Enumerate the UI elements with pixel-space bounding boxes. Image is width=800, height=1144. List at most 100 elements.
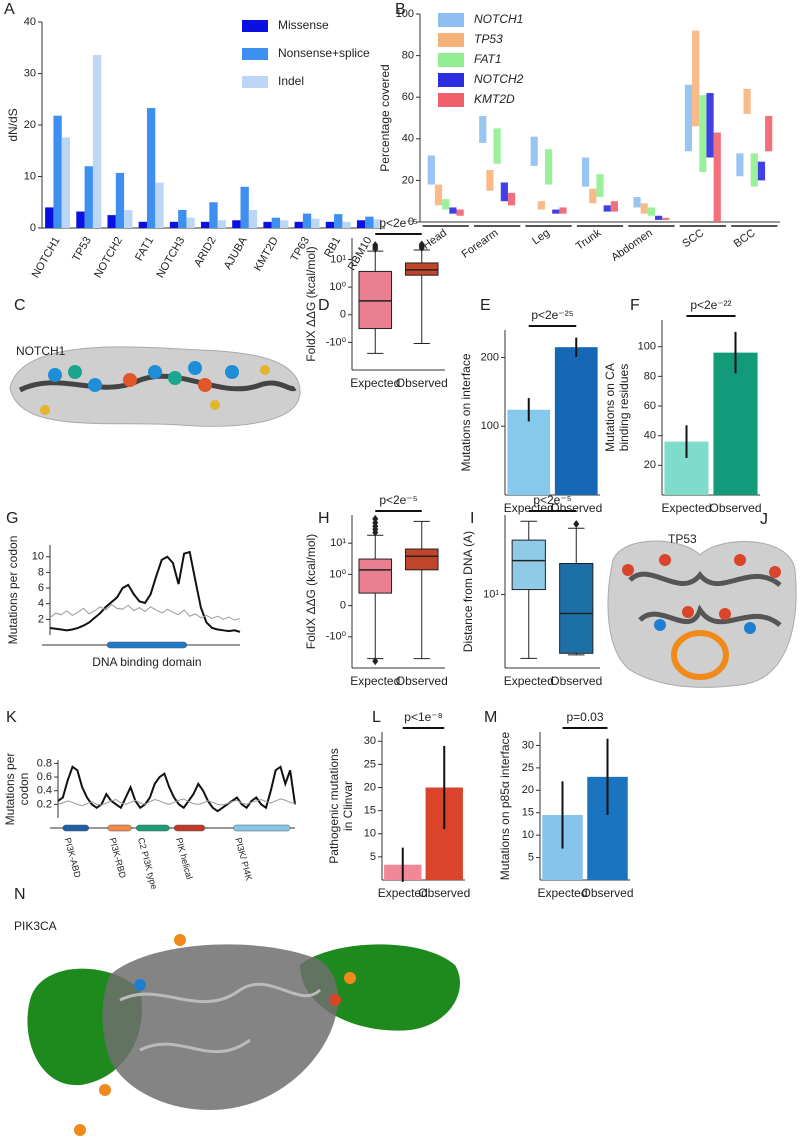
y-tick-label: 0.4 (37, 785, 52, 797)
structure-label: NOTCH1 (16, 344, 66, 358)
y-tick-label: 10¹ (483, 589, 499, 601)
backbone (119, 982, 322, 1054)
y-tick-label: 20 (24, 119, 36, 131)
panel-label: L (372, 709, 381, 726)
range-bar (736, 153, 744, 177)
domain-label: PI3K-ABD (63, 837, 83, 880)
bar (334, 214, 343, 228)
y-tick-label: 30 (24, 67, 36, 79)
x-tick-label: Expected (537, 886, 587, 900)
bar (302, 213, 312, 228)
legend-swatch (438, 53, 464, 67)
x-tick-label: Expected (378, 886, 428, 900)
y-tick-label: 15 (364, 805, 376, 817)
x-tick-label: Expected (661, 501, 711, 515)
residue (74, 1124, 86, 1136)
bar (107, 215, 116, 228)
y-tick-label: 100 (396, 8, 414, 20)
bar (271, 217, 281, 228)
range-bar (493, 128, 501, 164)
bar (92, 54, 102, 229)
legend-label: TP53 (474, 32, 503, 46)
flier (372, 514, 379, 523)
legend-label: FAT1 (474, 52, 502, 66)
y-axis-label: in Clinvar (341, 781, 355, 831)
panel-label: I (470, 510, 474, 527)
legend-swatch (242, 76, 268, 88)
annotation: p=0.03 (566, 710, 603, 724)
range-bar (449, 207, 457, 214)
range-bar (713, 132, 721, 222)
box (358, 558, 393, 594)
y-axis-label: Percentage covered (378, 64, 392, 171)
range-bar (750, 153, 758, 187)
y-tick-label: 60 (644, 400, 656, 412)
calcium (210, 400, 220, 410)
bar (554, 347, 598, 495)
y-axis-label: FoldX ΔΔG (kcal/mol) (304, 246, 318, 361)
residue (48, 368, 62, 382)
x-tick-label: Leg (530, 227, 552, 247)
y-tick-label: 20 (364, 781, 376, 793)
legend-swatch (242, 20, 268, 32)
residue (123, 373, 137, 387)
residue (198, 378, 212, 392)
range-bar (655, 215, 663, 220)
structure-tp53: J TP53 (607, 511, 797, 688)
range-bar (596, 174, 604, 198)
x-tick-label: Observed (418, 886, 470, 900)
range-bar (757, 161, 766, 181)
y-tick-label: 30 (522, 739, 534, 751)
panel-label: H (318, 510, 330, 527)
bar (146, 108, 156, 228)
residue (622, 564, 634, 576)
annotation: p<2e⁻²² (690, 298, 731, 312)
y-tick-label: 20 (522, 784, 534, 796)
y-tick-label: 10 (522, 829, 534, 841)
domain-label: C2 PI3K type (136, 837, 159, 891)
flier (372, 241, 379, 250)
box (404, 548, 439, 571)
x-tick-label: Observed (709, 501, 761, 515)
y-axis-label: Pathogenic mutations (327, 748, 341, 863)
y-tick-label: 20 (402, 174, 414, 186)
x-tick-label: Trunk (574, 227, 604, 253)
bar (84, 166, 93, 228)
calcium (260, 365, 270, 375)
residue (654, 619, 666, 631)
legend-swatch (242, 48, 268, 60)
residue (134, 979, 146, 991)
y-tick-label: 0 (408, 216, 414, 228)
x-tick-label: RBM10 (346, 235, 375, 273)
legend-label: Nonsense+splice (278, 46, 370, 60)
bar (76, 211, 85, 228)
x-tick-label: KMT2D (252, 235, 281, 273)
line (57, 765, 296, 813)
bar (294, 221, 303, 228)
domain (135, 824, 170, 832)
structure-pik3ca: N PIK3CA (14, 886, 460, 1136)
domain-label: PIK helical (174, 837, 195, 881)
y-tick-label: 10 (32, 551, 44, 563)
line (57, 798, 296, 807)
legend-swatch (438, 73, 464, 87)
panel-label: A (4, 1, 15, 18)
panel-label: C (14, 297, 26, 314)
bar (155, 182, 164, 228)
legend-swatch (438, 93, 464, 107)
domain-label: PI3K-RBD (108, 837, 129, 880)
y-tick-label: 60 (402, 91, 414, 103)
bar (507, 409, 551, 495)
x-tick-label: Observed (396, 674, 448, 688)
bar (209, 202, 218, 228)
y-tick-label: 0 (340, 599, 346, 611)
bar (45, 207, 54, 228)
bar (186, 217, 195, 228)
legend-swatch (438, 13, 464, 27)
y-tick-label: 0 (340, 309, 346, 321)
y-tick-label: 80 (644, 370, 656, 382)
annotation: p<1e⁻⁸ (404, 710, 442, 724)
protein (102, 944, 338, 1111)
bar (356, 220, 366, 228)
